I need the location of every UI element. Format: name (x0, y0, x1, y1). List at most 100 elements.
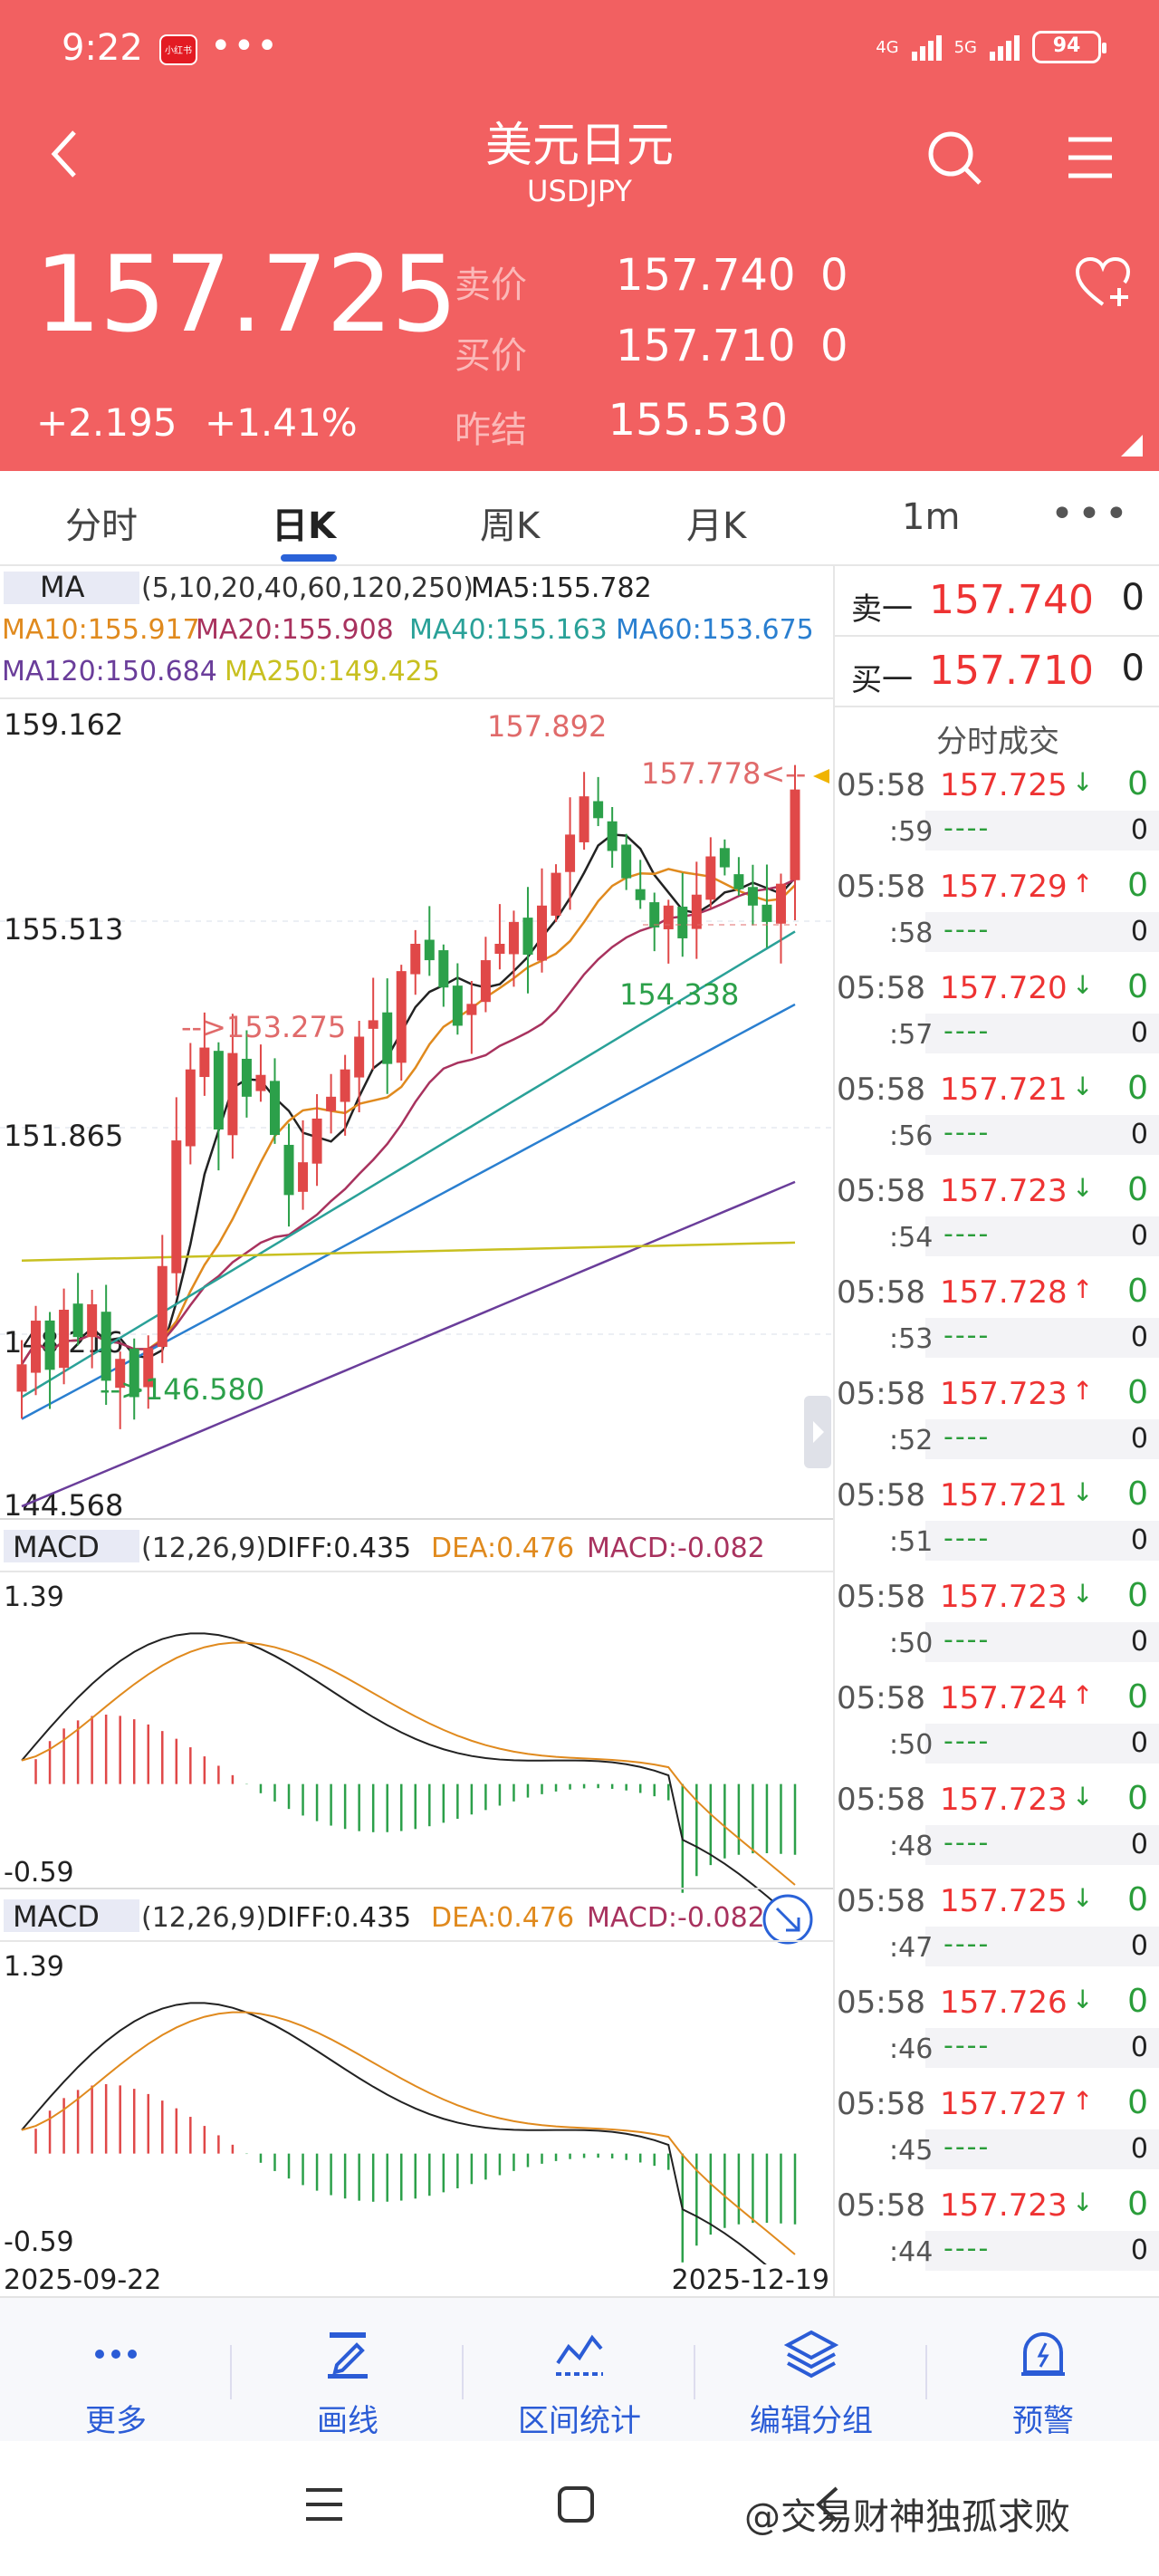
signal-icon (911, 34, 942, 61)
candle-body (579, 796, 589, 842)
macd-title-1[interactable]: MACD (13, 1530, 100, 1564)
tick-row: 05:58 157.725 ↓ 0:47 ---- 0 (835, 1876, 1159, 1977)
macd-bottom-label-2: -0.59 (4, 2226, 74, 2258)
tick-volume: 0 (1127, 968, 1148, 1005)
annotation-last: 157.778<-- (641, 756, 806, 791)
tick-price: 157.726 (940, 1985, 1068, 2021)
tick-row: 05:58 157.721 ↓ 0:56 ---- 0 (835, 1064, 1159, 1166)
tick-volume-2: 0 (1130, 1220, 1148, 1252)
macd-diff-1: DIFF:0.435 (266, 1533, 411, 1564)
sell-price: 157.740 (616, 250, 796, 301)
tick-time: 05:58 (837, 1985, 925, 2021)
tick-volume-2: 0 (1130, 1119, 1148, 1150)
candle-body (761, 904, 772, 922)
tick-dash: ---- (943, 2030, 991, 2062)
tab-week-k[interactable]: 周K (480, 505, 541, 547)
tick-price: 157.723 (940, 1579, 1068, 1615)
candle-body (775, 883, 786, 924)
arrow-up-icon: ↑ (1072, 869, 1094, 899)
tick-row: 05:58 157.723 ↓ 0:44 ---- 0 (835, 2180, 1159, 2282)
range-stats-icon (556, 2334, 603, 2376)
home-icon[interactable] (556, 2485, 596, 2524)
tick-time: 05:58 (837, 1477, 925, 1514)
candle-body (438, 950, 449, 988)
tick-seconds: :58 (889, 918, 934, 949)
tick-seconds: :46 (889, 2033, 934, 2065)
kline-chart-area[interactable]: MA (5,10,20,40,60,120,250) MA5:155.782 M… (0, 566, 833, 2296)
kline-chart-svg[interactable]: MA (5,10,20,40,60,120,250) MA5:155.782 M… (0, 566, 833, 2291)
candle-body (691, 894, 702, 929)
candle-body (157, 1265, 168, 1347)
tick-time: 05:58 (837, 1072, 925, 1108)
arrow-up-icon: ↑ (1072, 1376, 1094, 1406)
macd-dea-1: DEA:0.476 (431, 1533, 574, 1564)
draw-line-button[interactable]: 画线 (232, 2298, 464, 2443)
menu-icon[interactable] (1065, 132, 1116, 183)
candle-body (44, 1320, 55, 1370)
tab-1m[interactable]: 1m (902, 496, 961, 538)
back-arrow-icon[interactable] (47, 127, 83, 181)
favorite-heart-icon[interactable] (1074, 255, 1132, 310)
tick-price: 157.723 (940, 1376, 1068, 1412)
tick-time: 05:58 (837, 1883, 925, 1919)
more-tabs-icon[interactable]: ••• (1050, 491, 1132, 537)
ask1-price: 157.740 (929, 577, 1094, 623)
arrow-down-icon: ↓ (1072, 1072, 1094, 1101)
tick-dash: ---- (943, 2131, 991, 2163)
tick-price: 157.720 (940, 970, 1068, 1006)
signal-icon-2 (990, 34, 1020, 61)
candle-body (705, 856, 716, 900)
status-dots: ••• (210, 25, 280, 67)
more-button[interactable]: 更多 (0, 2298, 232, 2443)
macd-params-1: (12,26,9) (141, 1533, 266, 1564)
system-nav-bar: @交易财神独孤求败 (0, 2441, 1159, 2576)
tick-dash: ---- (943, 1725, 991, 1757)
tick-row: 05:58 157.723 ↓ 0:54 ---- 0 (835, 1166, 1159, 1267)
date-start: 2025-09-22 (4, 2264, 162, 2296)
tick-price: 157.723 (940, 1782, 1068, 1818)
ask1-volume: 0 (1121, 577, 1145, 619)
tick-price: 157.728 (940, 1274, 1068, 1311)
tick-time: 05:58 (837, 970, 925, 1006)
date-axis: 2025-09-22 2025-12-19 (0, 2264, 833, 2297)
tick-dash: ---- (943, 812, 991, 844)
tab-month-k[interactable]: 月K (686, 505, 747, 547)
tab-timeshare[interactable]: 分时 (65, 505, 138, 547)
tick-price: 157.727 (940, 2086, 1068, 2122)
tick-volume-2: 0 (1130, 1930, 1148, 1962)
page-title: 美元日元 (484, 119, 674, 173)
trade-panel: 卖一 157.740 0 买一 157.710 0 分时成交 05:58 157.… (833, 566, 1159, 2296)
tick-dash: ---- (943, 914, 991, 946)
tick-row: 05:58 157.720 ↓ 0:57 ---- 0 (835, 963, 1159, 1064)
tick-seconds: :48 (889, 1831, 934, 1862)
ma40-line (21, 930, 796, 1399)
candle-body (115, 1359, 126, 1389)
buy-label: 买价 (455, 335, 527, 377)
back-nav-icon[interactable] (809, 2485, 849, 2524)
range-stats-button[interactable]: 区间统计 (464, 2298, 695, 2443)
tick-row: 05:58 157.726 ↓ 0:46 ---- 0 (835, 1977, 1159, 2079)
macd-title-2[interactable]: MACD (13, 1899, 100, 1934)
sell-volume: 0 (820, 250, 848, 301)
candle-body (382, 1012, 393, 1064)
ma-title[interactable]: MA (40, 570, 85, 604)
tick-dash: ---- (943, 1117, 991, 1149)
app-badge-icon: 小红书 (159, 34, 197, 65)
candle-body (227, 1053, 238, 1136)
candle-body (396, 971, 407, 1063)
macd-top-label-1: 1.39 (4, 1581, 64, 1613)
alarm-button[interactable]: 预警 (927, 2298, 1159, 2443)
y-label-2: 155.513 (4, 912, 123, 947)
candle-body (719, 848, 730, 868)
annotation-high: 157.892 (487, 709, 607, 744)
tick-dash: ---- (943, 1218, 991, 1250)
status-right: 4G 5G 94 (876, 31, 1106, 63)
search-icon[interactable] (925, 129, 985, 188)
ma250-label: MA250:149.425 (225, 656, 440, 687)
tab-day-k[interactable]: 日K (272, 505, 336, 547)
edit-group-button[interactable]: 编辑分组 (695, 2298, 927, 2443)
tick-list[interactable]: 05:58 157.725 ↓ 0:59 ---- 0 05:58 157.729 ↑ 0:58-… (835, 760, 1159, 2282)
recent-apps-icon[interactable] (304, 2485, 344, 2524)
tick-volume-2: 0 (1130, 2235, 1148, 2266)
candle-body (59, 1309, 70, 1369)
